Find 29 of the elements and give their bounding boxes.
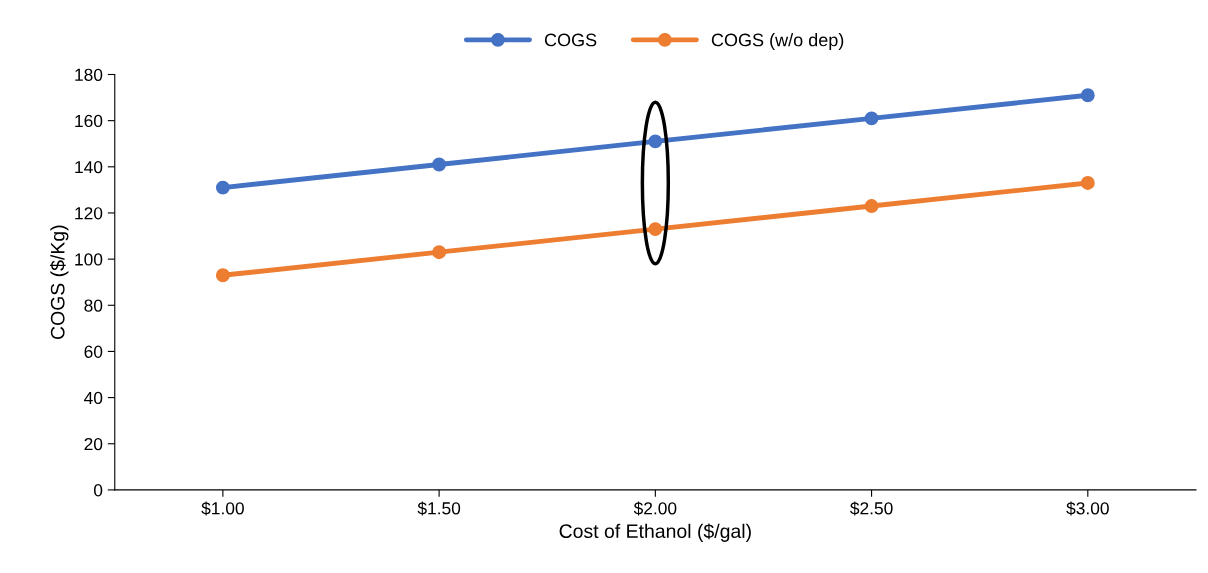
- legend-label: COGS: [544, 33, 597, 47]
- y-tick-label: 60: [84, 345, 103, 358]
- point: [215, 268, 230, 283]
- point: [432, 245, 447, 260]
- point: [648, 222, 663, 237]
- y-tick-label: 120: [75, 207, 103, 220]
- point: [432, 157, 447, 172]
- y-tick-label: 160: [75, 114, 103, 128]
- x-tick-label: $3.00: [1066, 501, 1109, 516]
- x-tick-label: $2.50: [850, 501, 893, 516]
- point: [1080, 176, 1095, 190]
- y-axis-title: COGS ($/Kg): [50, 225, 69, 340]
- point: [215, 180, 230, 195]
- legend-label: COGS (w/o dep): [711, 33, 844, 50]
- y-tick-label: 20: [84, 437, 103, 451]
- point: [648, 134, 663, 149]
- y-tick-label: 100: [75, 253, 103, 266]
- y-tick-label: 0: [93, 484, 103, 497]
- x-tick-label: $2.00: [633, 501, 677, 516]
- y-tick-label: 180: [75, 68, 103, 81]
- x-tick-label: $1.50: [417, 501, 461, 516]
- point: [864, 199, 879, 213]
- x-axis-title: Cost of Ethanol ($/gal): [559, 523, 751, 542]
- point: [1080, 88, 1095, 103]
- y-tick-label: 40: [84, 391, 103, 405]
- y-tick-label: 80: [84, 299, 103, 312]
- x-tick-label: $1.00: [201, 501, 244, 516]
- y-tick-label: 140: [75, 160, 103, 174]
- point: [864, 111, 879, 126]
